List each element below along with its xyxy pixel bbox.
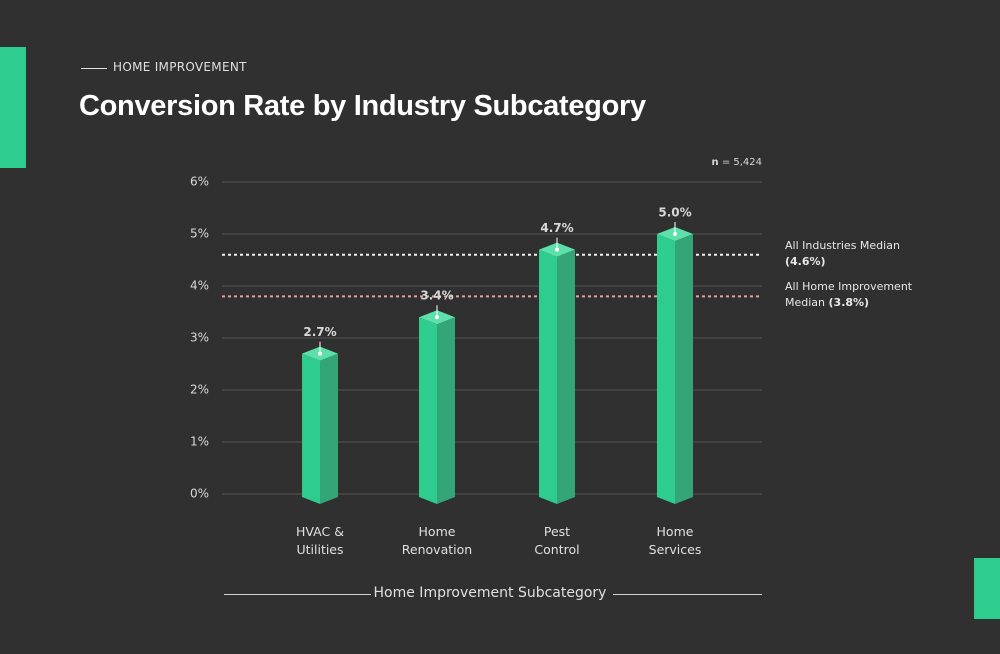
x-tick-label: Home Services: [648, 524, 702, 557]
y-tick-label: 5%: [190, 227, 209, 241]
accent-bar: [0, 47, 26, 168]
axis-rule: [224, 594, 371, 595]
y-tick-label: 6%: [190, 175, 209, 189]
reference-value: (3.8%): [828, 296, 870, 310]
y-tick-label: 0%: [190, 487, 209, 501]
note-label: n: [711, 157, 719, 168]
chart-title: Conversion Rate by Industry Subcategory: [79, 90, 646, 122]
note: n = 5,424: [712, 157, 763, 168]
bar-face: [320, 353, 338, 504]
label-dot: [555, 247, 559, 252]
bar-face: [302, 353, 320, 504]
bar: [419, 310, 455, 504]
value-label: 3.4%: [420, 289, 453, 303]
label-dot: [318, 351, 322, 356]
bar-face: [437, 317, 455, 504]
y-tick-label: 4%: [190, 279, 209, 293]
x-axis-label: Home Improvement Subcategory: [373, 585, 607, 601]
label-dot: [673, 232, 677, 236]
subtitle-rule: [81, 68, 107, 69]
reference-name: All Industries Median: [785, 238, 900, 252]
reference-label: All Home Improvement Median (3.8%): [785, 279, 915, 311]
bar-face: [675, 234, 693, 504]
axis-rule: [613, 594, 762, 595]
y-tick-label: 2%: [190, 383, 209, 397]
reference-name: All Home Improvement Median: [785, 280, 913, 310]
bar-face: [657, 234, 675, 504]
value-label: 2.7%: [303, 325, 336, 339]
x-tick-label: Pest Control: [534, 524, 580, 557]
note-value: = 5,424: [721, 157, 762, 168]
bar: [657, 227, 693, 504]
value-label: 5.0%: [658, 206, 691, 220]
label-dot: [435, 315, 439, 320]
bar-face: [419, 317, 437, 504]
x-tick-label: HVAC & Utilities: [296, 524, 344, 557]
bar: [302, 346, 338, 504]
x-tick-label: Home Renovation: [401, 524, 473, 557]
bar: [539, 242, 575, 504]
reference-value: (4.6%): [785, 254, 826, 268]
reference-label: All Industries Median (4.6%): [785, 238, 915, 270]
bar-face: [539, 249, 557, 504]
subtitle: HOME IMPROVEMENT: [113, 60, 247, 74]
y-tick-label: 3%: [190, 331, 209, 345]
y-tick-label: 1%: [190, 435, 209, 449]
bar-face: [557, 249, 575, 504]
accent-bar: [974, 558, 1000, 619]
value-label: 4.7%: [540, 221, 573, 235]
